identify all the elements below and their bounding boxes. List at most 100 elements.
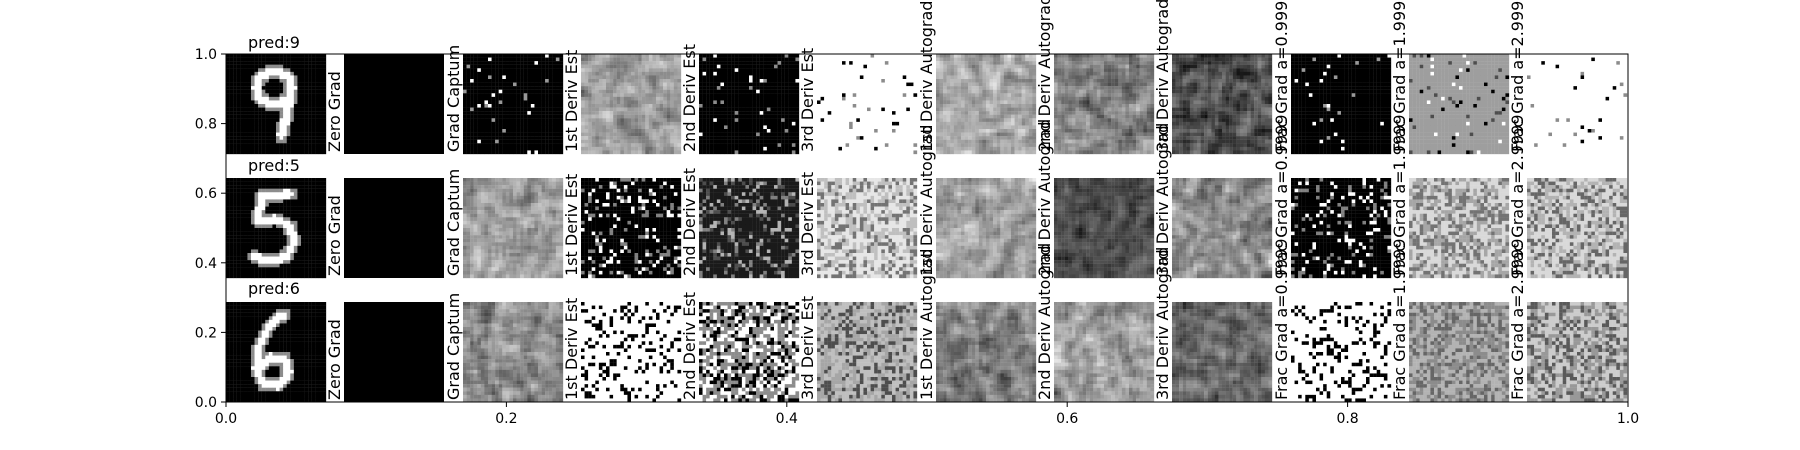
pixel-cell [269, 125, 273, 129]
pixel-cell [531, 147, 535, 151]
pixel-cell [240, 143, 244, 147]
pixel-cell [233, 54, 237, 58]
pixel-cell [287, 72, 291, 76]
pixel-cell [531, 140, 535, 144]
pixel-cell [513, 54, 517, 58]
pixel-cell [517, 79, 521, 83]
pixel-cell [315, 58, 319, 62]
pixel-cell [556, 65, 560, 69]
pixel-cell [226, 108, 230, 112]
pixel-cell [520, 111, 524, 115]
pixel-cell [312, 86, 316, 90]
pixel-cell [545, 115, 549, 119]
pixel-cell [513, 58, 517, 62]
pixel-cell [287, 118, 291, 122]
pixel-cell [538, 140, 542, 144]
pixel-cell [495, 72, 499, 76]
pixel-cell [269, 100, 273, 104]
pixel-cell [290, 61, 294, 65]
pixel-cell [545, 72, 549, 76]
pixel-cell [319, 129, 323, 133]
pixel-cell [308, 97, 312, 101]
pixel-cell [534, 61, 538, 65]
pixel-cell [481, 133, 485, 137]
pixel-cell [531, 72, 535, 76]
pixel-cell [276, 122, 280, 126]
pixel-cell [524, 129, 528, 133]
pixel-cell [280, 108, 284, 112]
pixel-cell [283, 129, 287, 133]
pixel-cell [524, 104, 528, 108]
pixel-cell [280, 150, 284, 154]
pixel-cell [477, 115, 481, 119]
pixel-cell [297, 147, 301, 151]
pixel-cell [527, 54, 531, 58]
pixel-cell [552, 122, 556, 126]
pixel-cell [552, 90, 556, 94]
pixel-cell [258, 93, 262, 97]
pixel-cell [269, 143, 273, 147]
pixel-cell [524, 100, 528, 104]
pixel-cell [265, 115, 269, 119]
pixel-cell [520, 136, 524, 140]
pixel-cell [308, 140, 312, 144]
pixel-cell [556, 83, 560, 87]
pixel-cell [477, 58, 481, 62]
pixel-cell [538, 58, 542, 62]
pixel-cell [233, 133, 237, 137]
pixel-cell [308, 111, 312, 115]
pixel-cell [542, 58, 546, 62]
pixel-cell [258, 143, 262, 147]
pixel-cell [549, 61, 553, 65]
pixel-cell [319, 122, 323, 126]
pixel-cell [506, 54, 510, 58]
pixel-cell [506, 125, 510, 129]
pixel-cell [262, 133, 266, 137]
pixel-cell [305, 115, 309, 119]
pixel-cell [549, 65, 553, 69]
pixel-cell [230, 86, 234, 90]
pixel-cell [308, 100, 312, 104]
pixel-cell [297, 111, 301, 115]
pixel-cell [319, 58, 323, 62]
pixel-cell [509, 111, 513, 115]
pixel-cell [276, 54, 280, 58]
pixel-cell [517, 150, 521, 154]
pixel-cell [237, 65, 241, 69]
pixel-cell [244, 129, 248, 133]
pixel-cell [312, 104, 316, 108]
pixel-cell [463, 61, 467, 65]
pixel-cell [495, 125, 499, 129]
pixel-cell [272, 150, 276, 154]
pixel-cell [312, 65, 316, 69]
pixel-cell [495, 108, 499, 112]
pixel-cell [272, 140, 276, 144]
pixel-cell [269, 108, 273, 112]
pixel-cell [258, 147, 262, 151]
pixel-cell [474, 75, 478, 79]
pixel-cell [269, 86, 273, 90]
pixel-cell [502, 79, 506, 83]
pixel-cell [520, 118, 524, 122]
pixel-cell [244, 111, 248, 115]
pixel-cell [531, 133, 535, 137]
pixel-cell [319, 93, 323, 97]
pixel-cell [301, 90, 305, 94]
pixel-cell [305, 65, 309, 69]
pixel-cell [545, 147, 549, 151]
pixel-cell [258, 54, 262, 58]
pixel-cell [481, 75, 485, 79]
pixel-cell [226, 83, 230, 87]
pixel-cell [258, 97, 262, 101]
pixel-cell [297, 58, 301, 62]
pixel-cell [240, 86, 244, 90]
pixel-cell [481, 143, 485, 147]
pixel-cell [556, 136, 560, 140]
pixel-cell [484, 93, 488, 97]
pixel-cell [513, 122, 517, 126]
pixel-cell [237, 143, 241, 147]
pixel-cell [542, 65, 546, 69]
pixel-cell [527, 136, 531, 140]
pixel-cell [269, 65, 273, 69]
pixel-cell [527, 143, 531, 147]
